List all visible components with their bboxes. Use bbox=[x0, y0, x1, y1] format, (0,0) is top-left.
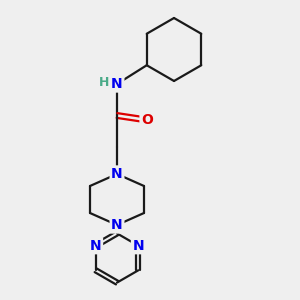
Text: N: N bbox=[90, 239, 101, 253]
Text: N: N bbox=[133, 239, 144, 253]
Text: N: N bbox=[111, 218, 123, 232]
Text: O: O bbox=[141, 113, 153, 127]
Text: H: H bbox=[99, 76, 110, 89]
Text: N: N bbox=[111, 167, 123, 181]
Text: N: N bbox=[111, 77, 123, 91]
